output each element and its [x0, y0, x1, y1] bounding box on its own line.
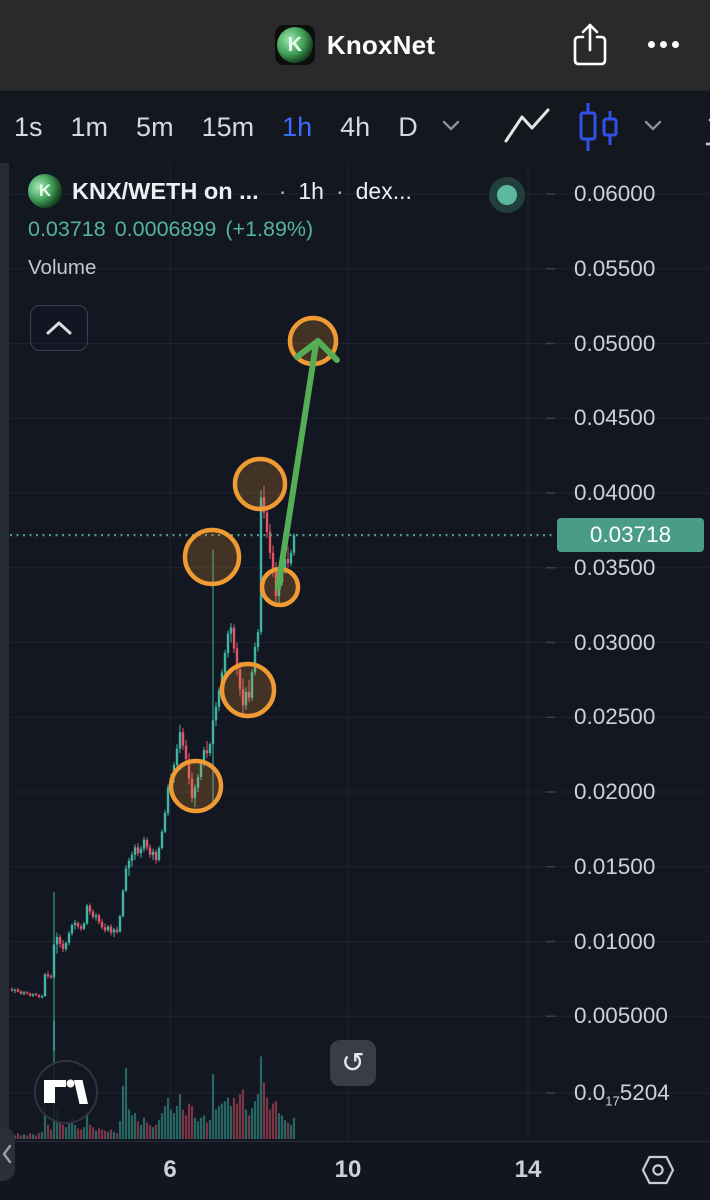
app-title: KnoxNet	[326, 29, 436, 60]
indicators-fx-icon[interactable]	[692, 102, 710, 152]
market-status-dot	[489, 177, 525, 213]
chart-legend: K KNX/WETH on ... · 1h · dex... 0.03718 …	[28, 174, 412, 280]
timeframe-5m[interactable]: 5m	[136, 111, 174, 142]
drawer-handle[interactable]	[0, 1127, 15, 1181]
time-label-10: 10	[334, 1156, 362, 1183]
collapse-legend-button[interactable]	[30, 305, 88, 351]
token-logo-icon: K	[28, 174, 62, 208]
price-change-absolute: 0.0006899	[114, 217, 217, 241]
price-axis-label: 0.005000	[574, 1003, 668, 1029]
price-axis-label: 0.06000	[574, 181, 656, 206]
price-axis-label: 0.02000	[574, 779, 656, 804]
current-price-label: 0.03718	[557, 518, 704, 553]
timeframe-15m[interactable]: 15m	[201, 111, 255, 142]
price-axis-label: 0.05000	[574, 330, 656, 356]
style-chevron-down-icon[interactable]	[642, 118, 664, 137]
logo-orb	[276, 27, 313, 63]
timeframe-1m[interactable]: 1m	[70, 111, 109, 142]
chart-panel[interactable]	[9, 162, 710, 1141]
volume-study-label[interactable]: Volume	[28, 256, 97, 279]
data-source-label: dex...	[355, 177, 412, 204]
timeframe-1h[interactable]: 1h	[282, 111, 313, 142]
price-axis-label: 0.03500	[574, 554, 656, 580]
price-axis-label: 0.04500	[574, 405, 656, 431]
knoxnet-logo-icon: K	[274, 25, 315, 65]
side-panel-sliver	[0, 162, 9, 1141]
symbol-title[interactable]: KNX/WETH on ...	[72, 177, 259, 204]
candlestick-style-icon[interactable]	[564, 101, 634, 153]
legend-separator: ·	[335, 177, 344, 204]
price-axis-label-subscript: 0.0175204	[574, 1080, 670, 1109]
tradingview-logo-icon[interactable]	[34, 1060, 98, 1124]
price-axis-label: 0.03000	[574, 629, 656, 655]
price-axis-label: 0.02500	[574, 704, 656, 730]
line-chart-icon[interactable]	[490, 107, 564, 147]
timeframe-4h[interactable]: 4h	[340, 111, 371, 142]
chart-settings-gear-icon[interactable]	[640, 1154, 676, 1191]
app-brand: K KnoxNet	[0, 0, 710, 90]
last-price-value: 0.03718	[28, 217, 106, 241]
logo-letter: K	[287, 33, 303, 56]
reset-chart-button[interactable]: ↺	[330, 1040, 376, 1086]
price-axis-label: 0.04000	[574, 480, 656, 505]
ellipsis-menu-icon[interactable]	[640, 26, 686, 62]
refresh-icon: ↺	[341, 1047, 365, 1078]
chart-toolbar: 1s 1m 5m 15m 1h 4h D	[0, 90, 710, 163]
chevron-left-icon	[2, 1144, 12, 1164]
price-change-percent: (+1.89%)	[225, 217, 314, 241]
legend-separator: ·	[278, 177, 287, 204]
timeframe-d[interactable]: D	[398, 111, 418, 142]
time-label-6: 6	[163, 1156, 177, 1183]
chevron-up-icon	[46, 321, 72, 335]
timeframe-chevron-down-icon[interactable]	[440, 118, 462, 137]
price-axis-label: 0.01500	[574, 853, 656, 879]
top-navigation-bar: K KnoxNet	[0, 0, 710, 90]
time-label-14: 14	[514, 1156, 542, 1183]
status-dot-inner	[497, 185, 517, 205]
price-chart-canvas[interactable]	[0, 162, 710, 1141]
timeframe-1s[interactable]: 1s	[14, 111, 43, 142]
time-axis[interactable]: 6 10 14	[0, 1141, 710, 1200]
share-icon[interactable]	[568, 20, 612, 70]
price-readout: 0.03718 0.0006899 (+1.89%)	[28, 217, 412, 242]
price-axis-label: 0.05500	[574, 255, 656, 281]
interval-label: 1h	[298, 177, 324, 204]
price-axis-label: 0.01000	[574, 928, 656, 954]
